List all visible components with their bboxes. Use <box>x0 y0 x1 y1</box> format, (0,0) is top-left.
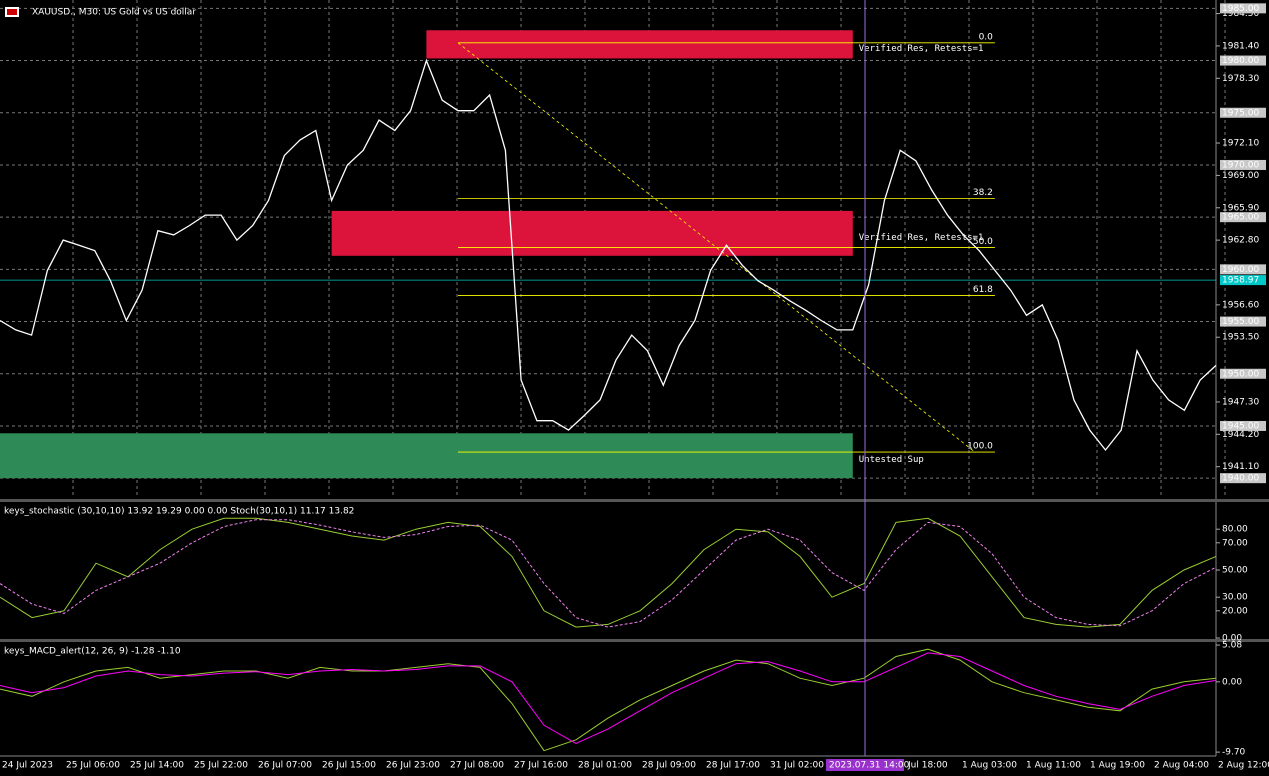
y-tick-label: 1969.00 <box>1222 171 1259 181</box>
y-tick-label: 30.00 <box>1222 593 1248 603</box>
time-label: 2 Aug 04:00 <box>1154 761 1209 771</box>
time-label: Jul 18:00 <box>907 761 948 771</box>
time-label: 1 Aug 19:00 <box>1090 761 1145 771</box>
current-price-label: 1958.97 <box>1222 276 1259 286</box>
time-label: 31 Jul 02:00 <box>770 761 824 771</box>
level-box <box>1220 3 1266 14</box>
fib-label: 0.0 <box>979 32 994 42</box>
level-box <box>1220 55 1266 66</box>
level-box <box>1220 368 1266 379</box>
y-tick-label: 1944.20 <box>1222 430 1259 440</box>
zone <box>0 433 853 479</box>
cursor-label: 2023.07.31 14:00 <box>829 761 910 771</box>
level-label: 1945.00 <box>1222 421 1259 431</box>
series-line <box>0 652 1217 744</box>
time-label: 27 Jul 08:00 <box>450 761 504 771</box>
time-label: 25 Jul 06:00 <box>66 761 120 771</box>
y-tick-label: 80.00 <box>1222 525 1248 535</box>
y-tick-label: 1941.10 <box>1222 462 1259 472</box>
y-tick-label: 1981.40 <box>1222 41 1259 51</box>
y-tick-label: 1965.90 <box>1222 203 1259 213</box>
y-tick-label: 1984.50 <box>1222 9 1259 19</box>
level-label: 1985.00 <box>1222 4 1259 14</box>
y-tick-label: 1972.10 <box>1222 139 1259 149</box>
level-box <box>1220 264 1266 275</box>
fib-label: 100.0 <box>967 442 993 452</box>
level-box <box>1220 420 1266 431</box>
time-label: 2 Aug 12:00 <box>1218 761 1269 771</box>
level-box <box>1220 473 1266 484</box>
y-tick-label: 0.00 <box>1222 634 1242 644</box>
panel-separator <box>0 639 1269 642</box>
time-label: 28 Jul 09:00 <box>642 761 696 771</box>
zone-label: Verified Res, Retests=1 <box>859 44 984 54</box>
indicator-title: keys_stochastic (30,10,10) 13.92 19.29 0… <box>4 507 354 517</box>
time-label: 27 Jul 16:00 <box>514 761 568 771</box>
time-label: 25 Jul 22:00 <box>194 761 248 771</box>
y-tick-label: 70.00 <box>1222 538 1248 548</box>
level-box <box>1220 212 1266 223</box>
y-tick-label: 0.00 <box>1222 677 1242 687</box>
y-tick-label: 1947.30 <box>1222 397 1259 407</box>
level-label: 1940.00 <box>1222 474 1259 484</box>
fib-label: 50.0 <box>973 237 993 247</box>
series-line <box>0 517 1217 628</box>
level-label: 1955.00 <box>1222 317 1259 327</box>
time-label: 24 Jul 2023 <box>2 761 53 771</box>
price-axis <box>1216 0 1269 776</box>
fib-trend <box>457 42 976 453</box>
current-price-box <box>1220 275 1266 286</box>
time-label: 28 Jul 01:00 <box>578 761 632 771</box>
time-label: 25 Jul 14:00 <box>130 761 184 771</box>
chart-title: XAUUSD., M30: US Gold vs US dollar <box>32 8 196 18</box>
fib-label: 38.2 <box>973 188 993 198</box>
level-box <box>1220 316 1266 327</box>
y-tick-label: 1953.50 <box>1222 333 1259 343</box>
level-label: 1970.00 <box>1222 160 1259 170</box>
time-label: 1 Aug 03:00 <box>962 761 1017 771</box>
time-label: 1 Aug 11:00 <box>1026 761 1081 771</box>
level-label: 1980.00 <box>1222 56 1259 66</box>
series-line <box>0 58 1217 452</box>
y-tick-label: 20.00 <box>1222 606 1248 616</box>
level-label: 1975.00 <box>1222 108 1259 118</box>
y-tick-label: 1962.80 <box>1222 236 1259 246</box>
y-tick-label: 1956.60 <box>1222 300 1259 310</box>
y-tick-label: 5.08 <box>1222 641 1242 651</box>
y-tick-label: -9.70 <box>1222 748 1246 758</box>
time-label: 26 Jul 15:00 <box>322 761 376 771</box>
level-box <box>1220 159 1266 170</box>
zone-label: Untested Sup <box>859 455 924 465</box>
time-label: 26 Jul 23:00 <box>386 761 440 771</box>
level-label: 1965.00 <box>1222 213 1259 223</box>
level-label: 1960.00 <box>1222 265 1259 275</box>
zone-label: Verified Res, Retests=1 <box>859 233 984 243</box>
level-box <box>1220 107 1266 118</box>
fib-label: 61.8 <box>973 285 993 295</box>
indicator-title: keys_MACD_alert(12, 26, 9) -1.28 -1.10 <box>4 647 181 657</box>
cursor-label-box <box>826 759 904 771</box>
panel-separator <box>0 499 1269 502</box>
level-label: 1950.00 <box>1222 369 1259 379</box>
zone <box>331 210 853 256</box>
time-label: 26 Jul 07:00 <box>258 761 312 771</box>
y-tick-label: 1978.30 <box>1222 74 1259 84</box>
zone <box>426 30 853 59</box>
y-tick-label: 50.00 <box>1222 566 1248 576</box>
series-line <box>0 519 1217 628</box>
time-label: 28 Jul 17:00 <box>706 761 760 771</box>
chart-icon-inner <box>7 9 17 15</box>
series-line <box>0 648 1217 752</box>
